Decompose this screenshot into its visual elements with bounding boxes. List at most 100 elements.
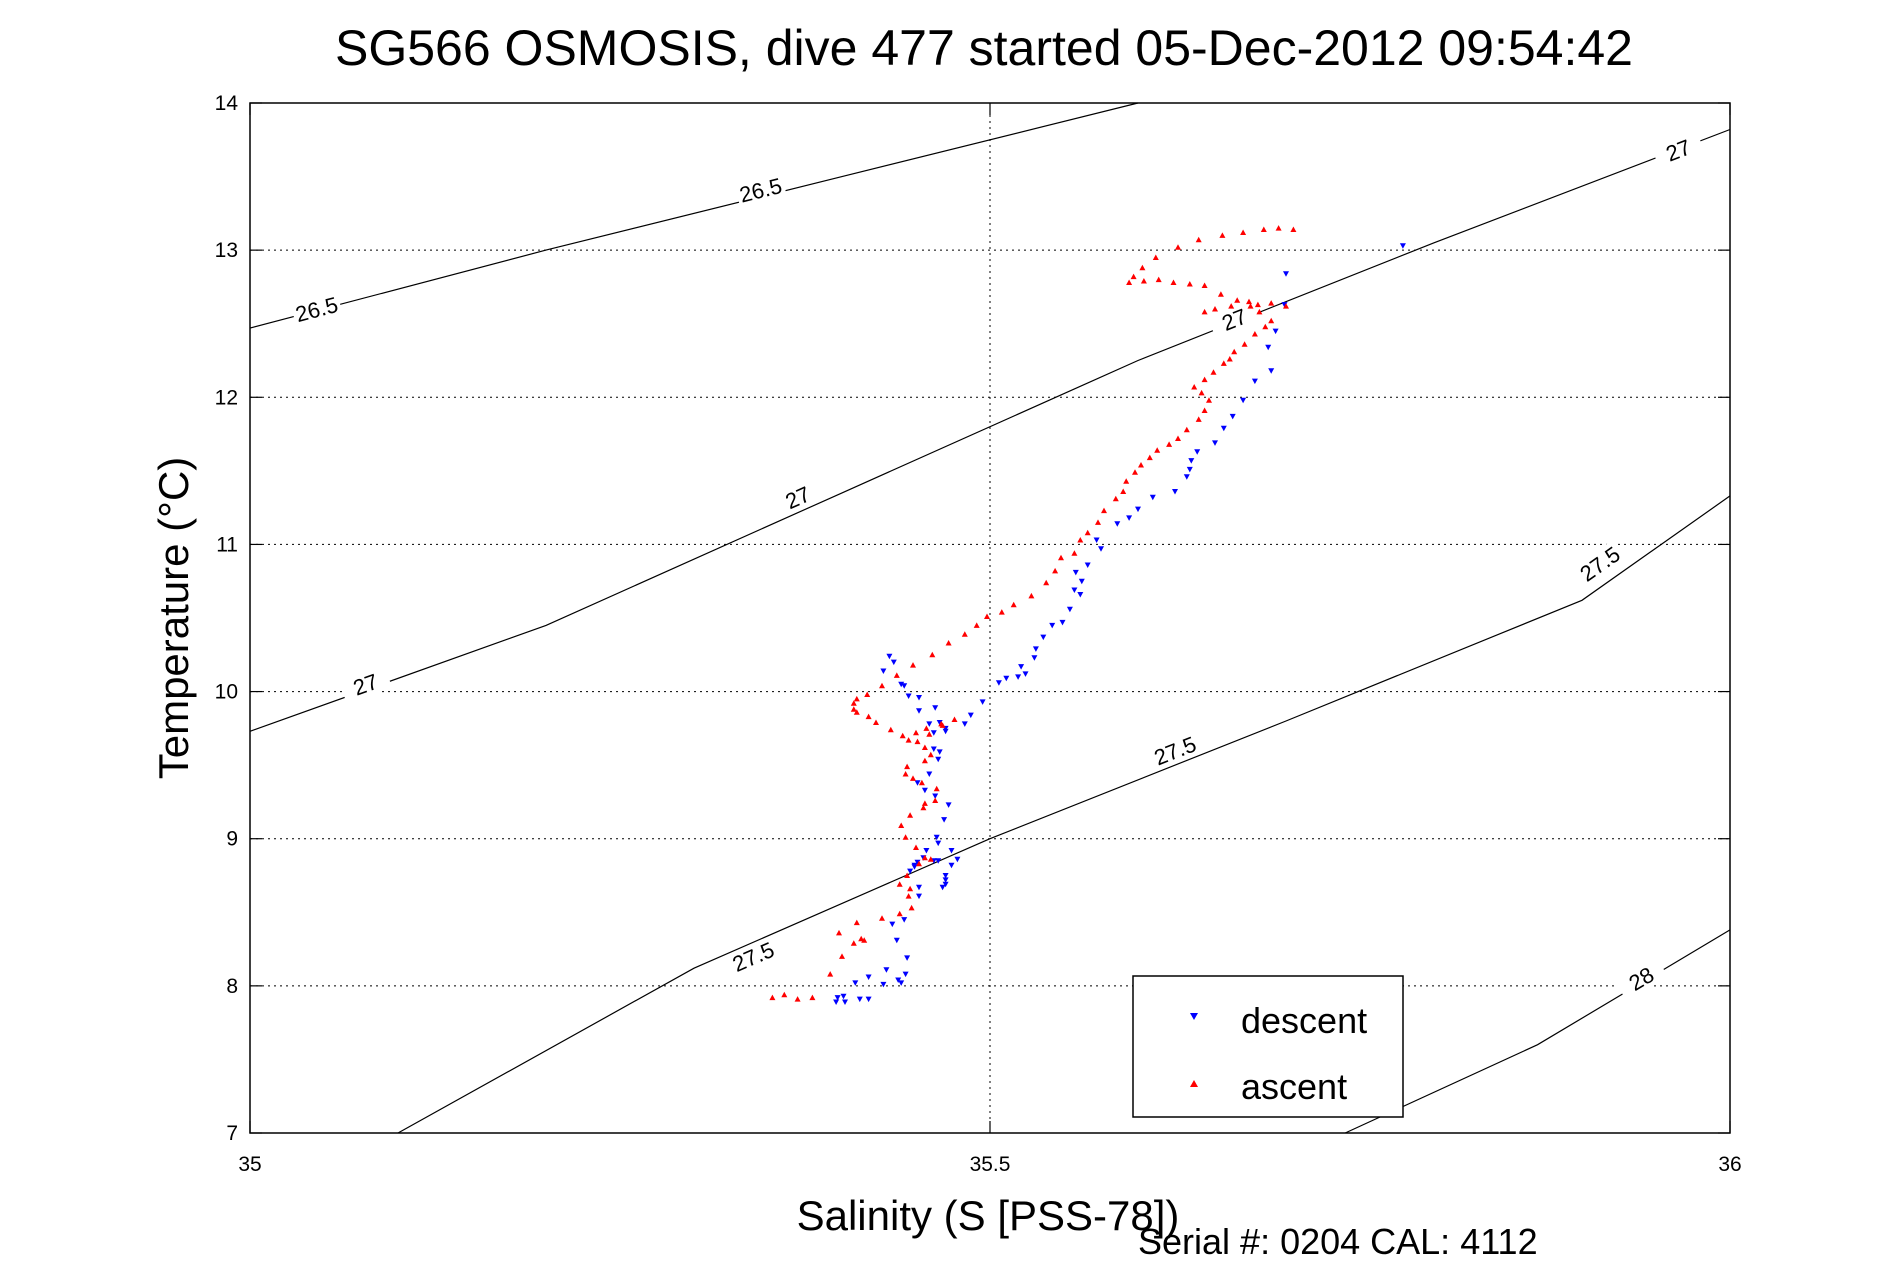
ascent-point	[1226, 356, 1233, 362]
ascent-point	[998, 609, 1005, 615]
descent-point	[1229, 413, 1236, 420]
ascent-point	[1283, 303, 1289, 309]
descent-point	[948, 848, 955, 854]
sigma-contour-line	[397, 495, 1731, 1134]
descent-point	[1078, 578, 1085, 585]
descent-point	[942, 881, 949, 888]
ascent-point	[1268, 300, 1275, 306]
ascent-point	[1146, 454, 1153, 461]
ascent-point	[904, 872, 911, 878]
ascent-point	[939, 722, 946, 728]
ascent-point	[1217, 291, 1224, 297]
descent-point	[1031, 655, 1038, 661]
descent-point	[921, 787, 928, 794]
contour-label-background	[726, 935, 781, 978]
ascent-point	[1130, 273, 1137, 280]
ascent-point	[873, 719, 879, 725]
ascent-point	[879, 682, 885, 689]
contour-label-background	[1651, 130, 1705, 170]
ascent-point	[1084, 529, 1091, 536]
ascent-point	[945, 640, 952, 646]
ascent-point	[850, 706, 857, 712]
ascent-point	[809, 994, 816, 1001]
ascent-point	[1123, 478, 1130, 484]
ascent-point	[1254, 301, 1261, 308]
axis-ticks: 35 35.5 36 7 8 9 10 11 12 13 14	[215, 92, 1742, 1176]
descent-point	[1399, 243, 1406, 249]
descent-point	[907, 868, 914, 875]
descent-point	[941, 817, 948, 823]
descent-point	[945, 802, 952, 808]
x-tick-label: 35.5	[970, 1153, 1011, 1176]
contour-label-background	[1573, 539, 1627, 588]
ascent-point	[781, 991, 788, 998]
descent-point	[926, 721, 933, 727]
y-tick-label: 13	[215, 239, 238, 262]
chart-title: SG566 OSMOSIS, dive 477 started 05-Dec-2…	[335, 20, 1633, 76]
ascent-point	[1183, 426, 1190, 433]
ascent-point	[1175, 435, 1181, 441]
descent-point	[1077, 592, 1084, 598]
descent-point	[880, 981, 887, 988]
ascent-point	[1201, 308, 1208, 315]
ascent-point	[879, 915, 885, 921]
ascent-point	[1010, 601, 1017, 608]
descent-point	[1183, 474, 1190, 480]
contour-label-background	[734, 172, 787, 208]
ascent-point	[1186, 281, 1193, 287]
ascent-point	[1241, 341, 1248, 347]
descent-point	[886, 653, 893, 660]
ascent-point	[1195, 236, 1202, 243]
ascent-point	[1206, 397, 1212, 403]
y-axis-label: Temperature (°C)	[150, 457, 197, 780]
ascent-point	[1043, 579, 1050, 586]
ascent-point	[1256, 308, 1263, 315]
descent-point	[961, 721, 968, 727]
descent-point	[923, 848, 930, 854]
descent-point	[865, 974, 872, 980]
ascent-point	[984, 613, 990, 619]
ascent-point	[927, 856, 934, 862]
descent-point	[935, 858, 942, 864]
ascent-point	[865, 713, 872, 720]
descent-point	[932, 793, 939, 799]
descent-point	[856, 996, 863, 1003]
descent-point	[902, 971, 909, 978]
descent-point	[1084, 562, 1091, 568]
descent-point	[833, 999, 840, 1005]
descent-point	[939, 884, 946, 891]
ascent-point	[1198, 389, 1205, 396]
data-series	[769, 225, 1406, 1005]
ascent-point	[905, 737, 912, 743]
descent-point	[840, 993, 847, 1000]
ascent-point	[1290, 226, 1297, 232]
descent-point	[948, 862, 955, 869]
ascent-point	[918, 779, 925, 786]
ascent-point	[1139, 264, 1146, 271]
descent-point	[852, 980, 859, 986]
descent-point	[1212, 440, 1218, 446]
descent-point	[1018, 664, 1025, 670]
ascent-point	[914, 738, 921, 745]
ascent-point	[861, 937, 868, 943]
descent-point	[1032, 646, 1039, 652]
ascent-point	[1154, 447, 1161, 453]
ascent-point	[920, 804, 927, 811]
descent-point	[1188, 458, 1195, 464]
ascent-point	[1138, 462, 1144, 468]
descent-point	[926, 771, 933, 777]
legend-descent-marker	[1190, 1013, 1198, 1020]
y-tick-label: 14	[215, 92, 239, 115]
descent-point	[901, 917, 908, 923]
contour-label-background	[338, 664, 393, 704]
ascent-point	[1262, 323, 1269, 330]
descent-point	[904, 955, 911, 961]
ascent-point	[902, 834, 909, 840]
descent-point	[1149, 494, 1156, 501]
ascent-point	[864, 691, 871, 697]
x-tick-label: 35	[238, 1153, 261, 1176]
ascent-point	[1201, 407, 1208, 413]
descent-point	[1194, 449, 1201, 455]
descent-point	[933, 834, 940, 841]
descent-point	[930, 746, 937, 752]
